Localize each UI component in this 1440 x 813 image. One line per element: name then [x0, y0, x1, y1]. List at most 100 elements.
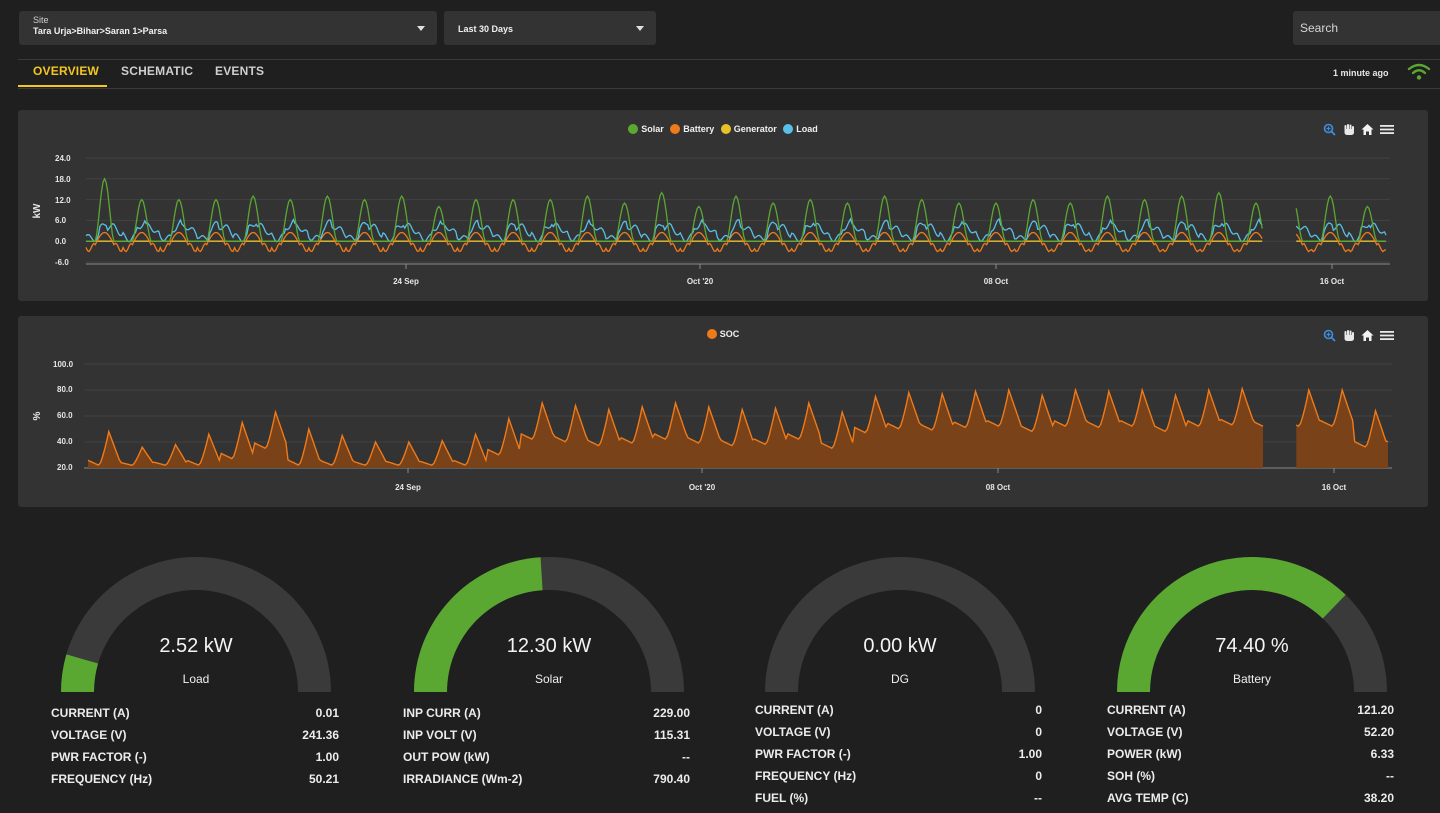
x-tick-label: 24 Sep — [395, 483, 421, 492]
site-select[interactable]: Site Tara Urja>Bihar>Saran 1>Parsa — [19, 11, 437, 45]
legend-item-load[interactable]: Load — [783, 124, 818, 134]
y-tick-label: 60.0 — [57, 411, 73, 420]
zoom-icon[interactable] — [1323, 329, 1336, 342]
dg-gauge-arc — [765, 557, 1035, 692]
pan-hand-icon[interactable] — [1342, 123, 1355, 136]
stat-row: POWER (kW) 6.33 — [1107, 747, 1394, 769]
legend-dot-generator — [720, 124, 731, 134]
stat-row: VOLTAGE (V) 0 — [755, 725, 1042, 747]
y-tick-label: 80.0 — [57, 385, 73, 394]
stat-value: -- — [1034, 791, 1042, 805]
x-tick-label: Oct '20 — [687, 277, 714, 286]
dg-stats: CURRENT (A) 0 VOLTAGE (V) 0 PWR FACTOR (-)… — [755, 703, 1042, 813]
power-line-chart: kW 24.0 18.0 12.0 6.0 0.0 -6.0 24 Sep Oc… — [32, 154, 1390, 286]
menu-icon[interactable] — [1380, 123, 1394, 136]
stat-row: PWR FACTOR (-) 1.00 — [755, 747, 1042, 769]
stat-label: VOLTAGE (V) — [1107, 725, 1183, 739]
soc-chart-legend: SOC — [18, 329, 1428, 339]
x-tick-label: 16 Oct — [1320, 277, 1345, 286]
solar-gauge: 12.30 kW Solar — [414, 530, 684, 700]
legend-label-solar: Solar — [641, 124, 664, 134]
pan-hand-icon[interactable] — [1342, 329, 1355, 342]
solar-gauge-name: Solar — [534, 672, 563, 686]
stat-value: 0 — [1035, 725, 1042, 739]
stat-value: 50.21 — [308, 772, 339, 786]
legend-item-generator[interactable]: Generator — [720, 124, 777, 134]
date-range-value: Last 30 Days — [458, 24, 514, 34]
legend-label-load: Load — [796, 124, 818, 134]
legend-label-generator: Generator — [733, 124, 777, 134]
stat-value: 1.00 — [1018, 747, 1042, 761]
stat-label: SOH (%) — [1107, 769, 1155, 783]
stat-value: 0.01 — [315, 706, 339, 720]
chart-toolbar — [1323, 329, 1394, 342]
search-input[interactable] — [1293, 11, 1440, 45]
stat-value: 229.00 — [653, 706, 690, 720]
zoom-icon[interactable] — [1323, 123, 1336, 136]
stat-row: PWR FACTOR (-) 1.00 — [51, 750, 339, 772]
solar-stats: INP CURR (A) 229.00 INP VOLT (V) 115.31 OU… — [403, 706, 690, 794]
stat-row: SOH (%) -- — [1107, 769, 1394, 791]
stat-label: VOLTAGE (V) — [755, 725, 831, 739]
tab-events[interactable]: EVENTS — [215, 64, 265, 78]
stat-value: 0 — [1035, 703, 1042, 717]
stat-row: CURRENT (A) 121.20 — [1107, 703, 1394, 725]
solar-gauge-value: 12.30 kW — [506, 635, 592, 657]
load-line — [85, 217, 1263, 243]
legend-item-solar[interactable]: Solar — [628, 124, 664, 134]
stat-label: IRRADIANCE (Wm-2) — [403, 772, 523, 786]
stat-row: CURRENT (A) 0.01 — [51, 706, 339, 728]
site-select-value: Tara Urja>Bihar>Saran 1>Parsa — [33, 26, 168, 36]
stat-value: 121.20 — [1357, 703, 1394, 717]
y-tick-label: 12.0 — [55, 196, 71, 205]
x-tick-label: 24 Sep — [393, 277, 419, 286]
load-gauge-name: Load — [182, 672, 210, 686]
battery-gauge: 74.40 % Battery — [1117, 530, 1387, 700]
stat-label: PWR FACTOR (-) — [51, 750, 147, 764]
stat-row: IRRADIANCE (Wm-2) 790.40 — [403, 772, 690, 794]
power-chart-panel: Solar Battery Generator Load kW 24.0 18.… — [18, 110, 1428, 301]
stat-value: 1.00 — [315, 750, 339, 764]
stat-row: VOLTAGE (V) 52.20 — [1107, 725, 1394, 747]
y-tick-label: 6.0 — [55, 216, 67, 225]
soc-line — [87, 386, 1264, 466]
menu-icon[interactable] — [1380, 329, 1394, 342]
legend-dot-load — [783, 124, 794, 134]
last-updated-text: 1 minute ago — [1333, 68, 1389, 78]
legend-label-soc: SOC — [719, 329, 740, 339]
legend-dot-solar — [628, 124, 639, 134]
y-tick-label: 0.0 — [55, 237, 67, 246]
y-tick-label: -6.0 — [55, 258, 69, 267]
home-icon[interactable] — [1361, 123, 1374, 136]
stat-value: -- — [1386, 769, 1394, 783]
x-tick-label: 16 Oct — [1322, 483, 1347, 492]
date-range-select[interactable]: Last 30 Days — [444, 11, 656, 45]
y-axis-label: % — [32, 411, 43, 420]
stat-value: 38.20 — [1363, 791, 1394, 805]
legend-item-battery[interactable]: Battery — [670, 124, 714, 134]
soc-area-chart: % 100.0 80.0 60.0 40.0 20.0 24 Sep Oct '… — [32, 360, 1392, 492]
legend-label-battery: Battery — [683, 124, 715, 134]
load-line — [1295, 222, 1387, 243]
home-icon[interactable] — [1361, 329, 1374, 342]
stat-label: AVG TEMP (C) — [1107, 791, 1189, 805]
site-select-label: Site — [33, 15, 49, 25]
y-tick-label: 100.0 — [53, 360, 74, 369]
tab-schematic[interactable]: SCHEMATIC — [121, 64, 194, 78]
load-gauge-arc — [61, 557, 331, 692]
stat-label: FREQUENCY (Hz) — [755, 769, 857, 783]
legend-item-soc[interactable]: SOC — [706, 329, 740, 339]
stat-label: INP VOLT (V) — [403, 728, 477, 742]
solar-line — [86, 177, 1263, 242]
y-tick-label: 24.0 — [55, 154, 71, 163]
tab-overview[interactable]: OVERVIEW — [33, 64, 100, 78]
stat-label: FREQUENCY (Hz) — [51, 772, 153, 786]
battery-gauge-name: Battery — [1232, 672, 1271, 686]
battery-line — [85, 231, 1263, 253]
stat-label: CURRENT (A) — [1107, 703, 1186, 717]
stat-row: CURRENT (A) 0 — [755, 703, 1042, 725]
stat-row: INP VOLT (V) 115.31 — [403, 728, 690, 750]
soc-chart-panel: SOC % 100.0 80.0 60.0 40.0 20.0 24 Sep O… — [18, 316, 1428, 507]
stat-label: PWR FACTOR (-) — [755, 747, 851, 761]
stat-row: FREQUENCY (Hz) 0 — [755, 769, 1042, 791]
